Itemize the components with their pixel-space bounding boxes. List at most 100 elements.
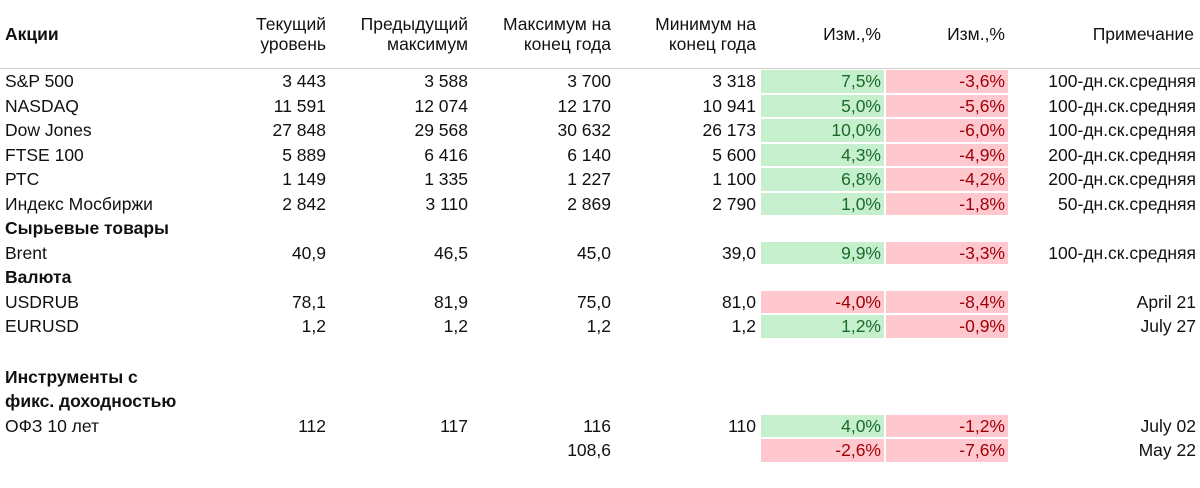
change-2-cell: -0,9%: [885, 314, 1009, 339]
note-cell: 100-дн.ск.средняя: [1048, 120, 1196, 141]
empty-cell: [760, 265, 885, 290]
year-end-max-cell: 1 227: [567, 169, 611, 190]
previous-max-cell: 3 110: [425, 193, 469, 214]
change-1-cell: 4,0%: [760, 413, 885, 438]
table-row: 108,6 -2,6% -7,6% May 22: [0, 438, 1200, 463]
table-row: Dow Jones 27 848 29 568 30 632 26 173 10,0% -6…: [0, 118, 1200, 143]
table-row: Brent 40,9 46,5 45,0 39,0 9,9% -3,3% 100-дн.ск.…: [0, 240, 1200, 265]
header-row: Акции Текущий уровень Предыдущий максимум …: [0, 0, 1200, 69]
header-previous-max-line1: Предыдущий: [360, 14, 468, 34]
empty-cell: [760, 216, 885, 241]
year-end-max-cell: 6 140: [567, 144, 611, 165]
current-level-cell: 40,9: [291, 242, 326, 263]
year-end-max-cell: 12 170: [557, 95, 611, 116]
instrument-name: EURUSD: [5, 316, 79, 337]
change-1-cell: 7,5%: [760, 68, 885, 94]
previous-max-cell: 46,5: [433, 242, 468, 263]
empty-cell: [615, 265, 760, 290]
note-cell: April 21: [1136, 291, 1196, 312]
instrument-name: NASDAQ: [5, 95, 79, 116]
table-row: РТС 1 149 1 335 1 227 1 100 6,8% -4,2% 200-дн.с…: [0, 167, 1200, 192]
table-row: EURUSD 1,2 1,2 1,2 1,2 1,2% -0,9% July 27: [0, 314, 1200, 339]
empty-cell: [330, 364, 472, 414]
empty-cell: [190, 364, 330, 414]
year-end-max-cell: 75,0: [576, 291, 611, 312]
change-1-cell: -2,6%: [760, 438, 885, 463]
empty-cell: [885, 216, 1009, 241]
instrument-name: S&P 500: [5, 71, 74, 92]
note-cell: 50-дн.ск.средняя: [1058, 193, 1196, 214]
instrument-name: FTSE 100: [5, 144, 84, 165]
note-cell: May 22: [1138, 440, 1196, 461]
year-end-min-cell: 110: [728, 415, 756, 436]
previous-max-cell: 3 588: [424, 71, 468, 92]
previous-max-cell: [330, 438, 472, 463]
change-1-cell: -4,0%: [760, 289, 885, 314]
change-2-cell: -1,8%: [885, 191, 1009, 216]
empty-cell: [615, 216, 760, 241]
note-cell: 100-дн.ск.средняя: [1048, 95, 1196, 116]
change-2-cell: -5,6%: [885, 93, 1009, 118]
previous-max-cell: 12 074: [414, 95, 468, 116]
current-level-cell: 11 591: [273, 95, 326, 116]
current-level-cell: 27 848: [272, 120, 326, 141]
note-cell: 100-дн.ск.средняя: [1048, 242, 1196, 263]
change-2-cell: -3,3%: [885, 240, 1009, 265]
year-end-max-cell: 45,0: [576, 242, 611, 263]
previous-max-cell: 6 416: [424, 144, 468, 165]
change-1-cell: 6,8%: [760, 167, 885, 192]
note-cell: July 27: [1140, 316, 1196, 337]
header-note: Примечание: [1092, 24, 1194, 44]
current-level-cell: 78,1: [291, 291, 326, 312]
year-end-min-cell: [615, 438, 760, 463]
change-2-cell: -7,6%: [885, 438, 1009, 463]
spacer-row: [0, 339, 1200, 364]
header-year-end-max-line1: Максимум на: [503, 14, 611, 34]
current-level-cell: 1,2: [301, 316, 326, 337]
year-end-max-cell: 108,6: [567, 440, 611, 461]
header-year-end-min-line1: Минимум на: [655, 14, 756, 34]
empty-cell: [472, 364, 615, 414]
year-end-max-cell: 30 632: [557, 120, 611, 141]
current-level-cell: 1 149: [282, 169, 326, 190]
previous-max-cell: 81,9: [433, 291, 468, 312]
change-1-cell: 4,3%: [760, 142, 885, 167]
current-level-cell: 112: [298, 415, 326, 436]
empty-cell: [885, 364, 1009, 414]
note-cell: 200-дн.ск.средняя: [1048, 144, 1196, 165]
previous-max-cell: 1,2: [443, 316, 468, 337]
header-current-level-line1: Текущий: [256, 14, 326, 34]
header-current-level: Текущий уровень: [190, 0, 330, 69]
change-1-cell: 1,0%: [760, 191, 885, 216]
instrument-name: Brent: [5, 242, 47, 263]
year-end-min-cell: 2 790: [712, 193, 756, 214]
change-1-cell: 5,0%: [760, 93, 885, 118]
table-row: Индекс Мосбиржи 2 842 3 110 2 869 2 790 1,0% -…: [0, 191, 1200, 216]
year-end-min-cell: 1 100: [712, 169, 756, 190]
year-end-min-cell: 39,0: [721, 242, 756, 263]
instrument-name: USDRUB: [5, 291, 79, 312]
header-year-end-min: Минимум на конец года: [615, 0, 760, 69]
instrument-name: Индекс Мосбиржи: [5, 193, 153, 214]
year-end-min-cell: 3 318: [712, 71, 756, 92]
table-row: USDRUB 78,1 81,9 75,0 81,0 -4,0% -8,4% April 21: [0, 289, 1200, 314]
year-end-min-cell: 1,2: [731, 316, 756, 337]
note-cell: 100-дн.ск.средняя: [1048, 71, 1196, 92]
year-end-min-cell: 10 941: [702, 95, 756, 116]
table-row: S&P 500 3 443 3 588 3 700 3 318 7,5% -3,6% 100-…: [0, 68, 1200, 94]
instrument-name: [0, 438, 190, 463]
year-end-max-cell: 1,2: [586, 316, 611, 337]
table-row: FTSE 100 5 889 6 416 6 140 5 600 4,3% -4,9% 200…: [0, 142, 1200, 167]
empty-cell: [190, 265, 330, 290]
change-2-cell: -4,2%: [885, 167, 1009, 192]
change-2-cell: -1,2%: [885, 413, 1009, 438]
header-change-2: Изм.,%: [947, 24, 1005, 44]
previous-max-cell: 1 335: [424, 169, 468, 190]
header-year-end-min-line2: конец года: [668, 34, 756, 54]
header-previous-max-line2: максимум: [387, 34, 468, 54]
section-row: Инструменты с фикс. доходностью: [0, 364, 1200, 414]
empty-cell: [472, 265, 615, 290]
market-levels-table: Акции Текущий уровень Предыдущий максимум …: [0, 0, 1200, 463]
header-current-level-line2: уровень: [260, 34, 326, 54]
